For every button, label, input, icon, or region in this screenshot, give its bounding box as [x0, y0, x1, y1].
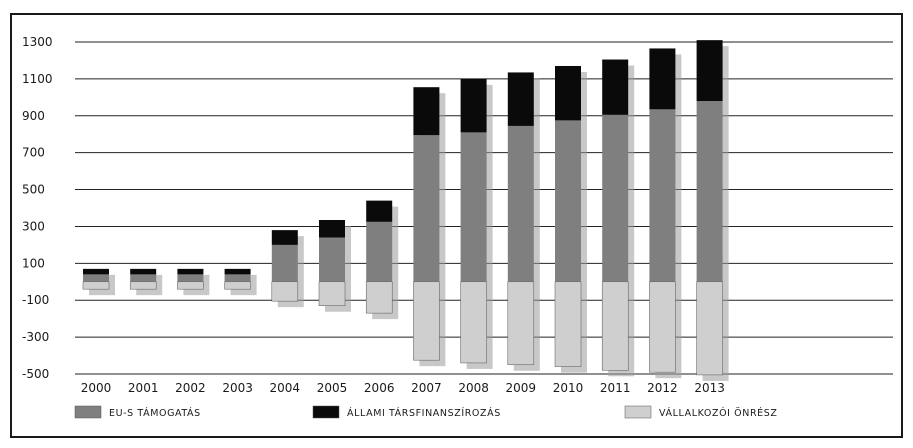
- legend-swatch: [624, 405, 652, 419]
- bar-segment-eu-tamogatas: [649, 109, 676, 282]
- y-tick-label: -100: [22, 293, 49, 307]
- bar-segment-vallalkozoi-onresz: [271, 281, 299, 302]
- x-tick-label: 2009: [506, 381, 537, 395]
- bar-segment-vallalkozoi-onresz: [82, 281, 110, 290]
- bar-segment-vallalkozoi-onresz: [365, 281, 393, 314]
- y-axis-ticks: 1300 1100 900 700 500 300 100 -100 -300 -500: [22, 35, 53, 381]
- bar-segment-allami-tarsfinanszirozas: [507, 72, 534, 126]
- x-tick-label: 2002: [175, 381, 206, 395]
- bar-segment-allami-tarsfinanszirozas: [177, 268, 204, 275]
- bar-segment-allami-tarsfinanszirozas: [83, 268, 109, 275]
- bar-segment-eu-tamogatas: [83, 274, 109, 282]
- bar-segment-eu-tamogatas: [602, 114, 629, 282]
- y-tick-label: 1100: [22, 72, 53, 86]
- bar-segment-vallalkozoi-onresz: [554, 281, 582, 367]
- legend: EU-S TÁMOGATÁS ÁLLAMI TÁRSFINANSZÍROZÁS VÁ…: [74, 405, 778, 419]
- bar-segment-allami-tarsfinanszirozas: [319, 219, 345, 238]
- x-tick-label: 2001: [128, 381, 159, 395]
- legend-label: EU-S TÁMOGATÁS: [109, 407, 201, 419]
- y-tick-label: 1300: [22, 35, 53, 49]
- bar-segment-eu-tamogatas: [130, 274, 157, 282]
- bar-segment-allami-tarsfinanszirozas: [224, 268, 251, 275]
- bar-segment-allami-tarsfinanszirozas: [602, 59, 629, 115]
- bar-segment-vallalkozoi-onresz: [460, 281, 487, 364]
- legend-swatch: [74, 405, 102, 419]
- y-tick-label: -500: [22, 367, 49, 381]
- y-tick-label: 900: [22, 109, 45, 123]
- bar-segment-vallalkozoi-onresz: [177, 281, 204, 290]
- x-tick-label: 2004: [270, 381, 301, 395]
- x-tick-label: 2003: [222, 381, 253, 395]
- y-tick-label: 700: [22, 146, 45, 160]
- legend-swatch: [312, 405, 340, 419]
- bars: [82, 40, 729, 381]
- x-tick-label: 2005: [317, 381, 348, 395]
- bar-segment-allami-tarsfinanszirozas: [413, 87, 440, 136]
- x-axis-ticks: 2000 2001 2002 2003 2004 2005 2006 2007 2008 2009…: [81, 381, 725, 395]
- bar-segment-vallalkozoi-onresz: [601, 281, 629, 371]
- x-tick-label: 2010: [553, 381, 584, 395]
- y-tick-label: -300: [22, 330, 49, 344]
- bar-segment-eu-tamogatas: [319, 237, 345, 282]
- bar-segment-allami-tarsfinanszirozas: [271, 230, 298, 245]
- bar-segment-vallalkozoi-onresz: [507, 281, 535, 366]
- bar-segment-vallalkozoi-onresz: [413, 281, 440, 361]
- bar-segment-eu-tamogatas: [555, 120, 581, 282]
- bar-segment-vallalkozoi-onresz: [649, 281, 676, 373]
- legend-label: VÁLLALKOZÓI ÖNRÉSZ: [659, 407, 778, 419]
- bar-segment-eu-tamogatas: [224, 274, 251, 282]
- bar-segment-eu-tamogatas: [507, 125, 534, 282]
- x-tick-label: 2008: [458, 381, 489, 395]
- bar-segment-vallalkozoi-onresz: [318, 281, 346, 307]
- bar-segment-allami-tarsfinanszirozas: [130, 268, 157, 275]
- bar-segment-allami-tarsfinanszirozas: [555, 65, 581, 121]
- y-tick-label: 100: [22, 256, 45, 270]
- y-tick-label: 500: [22, 183, 45, 197]
- bar-segment-allami-tarsfinanszirozas: [460, 78, 487, 133]
- bar-segment-allami-tarsfinanszirozas: [649, 48, 676, 110]
- bar-segment-eu-tamogatas: [271, 244, 298, 282]
- y-tick-label: 300: [22, 219, 45, 233]
- bar-segment-eu-tamogatas: [460, 132, 487, 282]
- bar-segment-allami-tarsfinanszirozas: [696, 40, 723, 102]
- legend-label: ÁLLAMI TÁRSFINANSZÍROZÁS: [347, 407, 501, 419]
- bar-segment-eu-tamogatas: [413, 135, 440, 282]
- bar-segment-allami-tarsfinanszirozas: [366, 200, 393, 222]
- x-tick-label: 2011: [600, 381, 631, 395]
- bar-segment-vallalkozoi-onresz: [129, 281, 157, 290]
- chart-frame: [10, 13, 903, 438]
- bar-segment-vallalkozoi-onresz: [696, 281, 723, 376]
- bar-segment-eu-tamogatas: [177, 274, 204, 282]
- x-tick-label: 2006: [364, 381, 395, 395]
- x-tick-label: 2007: [411, 381, 442, 395]
- x-tick-label: 2012: [647, 381, 678, 395]
- x-tick-label: 2000: [81, 381, 112, 395]
- bar-segment-eu-tamogatas: [366, 221, 393, 282]
- bar-segment-vallalkozoi-onresz: [224, 281, 251, 290]
- x-tick-label: 2013: [694, 381, 725, 395]
- bar-segment-eu-tamogatas: [696, 101, 723, 282]
